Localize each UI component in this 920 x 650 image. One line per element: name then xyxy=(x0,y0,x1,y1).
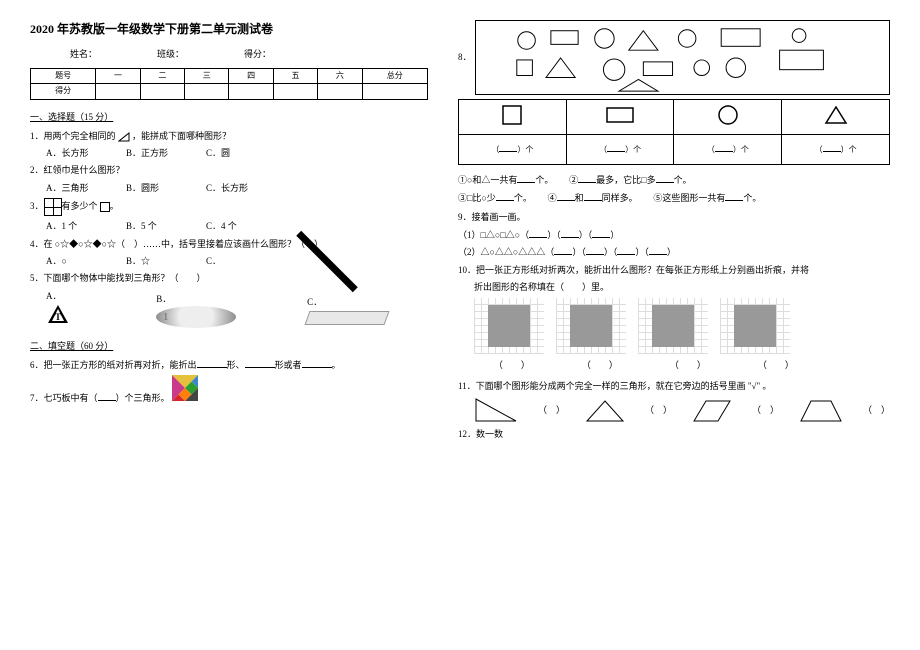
q7: 7．七巧板中有（）个三角形。 xyxy=(30,375,428,405)
square-icon xyxy=(100,202,110,212)
sign-icon: T xyxy=(46,303,70,327)
q8-sub: ①○和△一共有个。 ②最多，它比□多个。 ③□比○少个。 ④和同样多。 ⑤这些图… xyxy=(458,171,890,207)
svg-text:T: T xyxy=(55,312,61,322)
q9: 9．接着画一画。 xyxy=(458,210,890,224)
q2: 2．红领巾是什么图形？ xyxy=(30,163,428,177)
q12: 12．数一数 xyxy=(458,427,890,441)
grid-icon xyxy=(44,198,62,216)
q4: 4．在 ○☆◆○☆◆○☆（ ）……中，括号里接着应该画什么图形？（ ） xyxy=(30,237,428,251)
grid-paper-row xyxy=(474,298,890,354)
section-1-heading: 一、选择题（15 分） xyxy=(30,110,428,124)
q3: 3．有多少个 。 xyxy=(30,198,428,216)
coin-icon xyxy=(156,306,236,328)
th-score: 得分 xyxy=(31,84,96,100)
name-label: 姓名： xyxy=(70,47,97,61)
th-num: 题号 xyxy=(31,68,96,84)
section-2-heading: 二、填空题（60 分） xyxy=(30,339,428,353)
counts-table: （）个 （）个 （）个 （）个 xyxy=(458,99,890,165)
shapes-box xyxy=(475,20,890,95)
q5: 5．下面哪个物体中能找到三角形？（ ） xyxy=(30,271,428,285)
q11: 11．下面哪个图形能分成两个完全一样的三角形，就在它旁边的括号里画 "√" 。 xyxy=(458,379,890,393)
tangram-icon xyxy=(172,375,198,401)
class-label: 班级： xyxy=(157,47,184,61)
info-bar: 姓名： 班级： 得分： xyxy=(70,47,428,61)
q11-shapes: （ ） （ ） （ ） （ ） xyxy=(474,397,890,423)
exam-title: 2020 年苏教版一年级数学下册第二单元测试卷 xyxy=(30,20,428,39)
eraser-icon xyxy=(305,311,390,325)
q1: 1．用两个完全相同的 ，能拼成下面哪种图形？ xyxy=(30,129,428,143)
score-table: 题号 一二三四五六总分 得分 xyxy=(30,68,428,101)
q8-label: 8． xyxy=(458,50,472,64)
score-label: 得分： xyxy=(244,47,271,61)
q10: 10．把一张正方形纸对折两次，能折出什么图形？在每张正方形纸上分别画出折痕，并将 xyxy=(458,263,890,277)
q6: 6．把一张正方形的纸对折再对折，能折出形、形或者。 xyxy=(30,358,428,372)
